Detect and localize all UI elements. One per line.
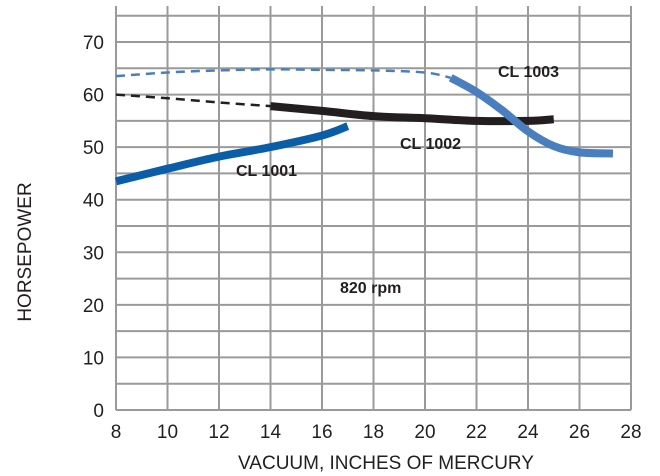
series-label-cl-1001: CL 1001 bbox=[236, 163, 297, 180]
y-tick-60: 60 bbox=[83, 86, 104, 107]
x-tick-20: 20 bbox=[414, 422, 435, 443]
x-tick-26: 26 bbox=[569, 422, 590, 443]
x-tick-28: 28 bbox=[620, 422, 641, 443]
series-lines bbox=[115, 68, 614, 186]
series-cl-1003-line bbox=[448, 74, 614, 158]
x-tick-14: 14 bbox=[260, 422, 282, 443]
series-label-cl-1003: CL 1003 bbox=[498, 64, 559, 81]
x-tick-18: 18 bbox=[363, 422, 384, 443]
series-cl-1003-extrapolated bbox=[115, 68, 452, 79]
y-tick-labels: 0 10 20 30 40 50 60 70 bbox=[83, 33, 104, 422]
y-tick-70: 70 bbox=[83, 33, 104, 54]
y-tick-40: 40 bbox=[83, 191, 104, 212]
series-cl-1002-line bbox=[270, 102, 555, 126]
y-axis-title: HORSEPOWER bbox=[15, 182, 36, 321]
x-tick-labels: 8 10 12 14 16 18 20 22 24 26 28 bbox=[111, 422, 642, 443]
x-tick-12: 12 bbox=[208, 422, 229, 443]
y-tick-0: 0 bbox=[93, 401, 104, 422]
annotation-rpm: 820 rpm bbox=[340, 280, 401, 297]
x-tick-8: 8 bbox=[111, 422, 122, 443]
x-tick-16: 16 bbox=[311, 422, 332, 443]
series-label-cl-1002: CL 1002 bbox=[400, 136, 461, 153]
y-tick-20: 20 bbox=[83, 296, 104, 317]
x-axis-title: VACUUM, INCHES OF MERCURY bbox=[238, 453, 534, 474]
x-tick-24: 24 bbox=[517, 422, 539, 443]
y-tick-50: 50 bbox=[83, 138, 104, 159]
y-tick-10: 10 bbox=[83, 348, 104, 369]
x-tick-22: 22 bbox=[466, 422, 487, 443]
x-tick-10: 10 bbox=[157, 422, 178, 443]
series-cl-1001-line bbox=[115, 122, 350, 186]
series-cl-1002-extrapolated bbox=[115, 93, 271, 108]
y-tick-30: 30 bbox=[83, 243, 104, 264]
